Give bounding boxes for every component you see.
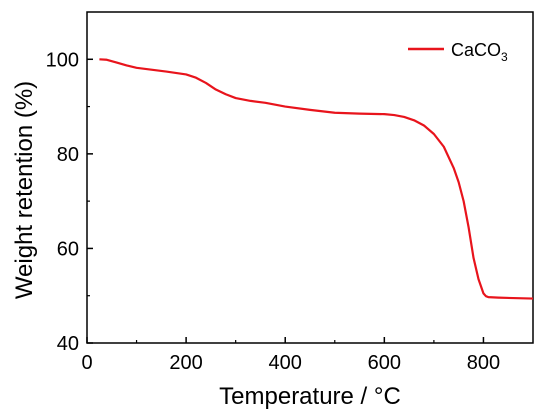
legend: CaCO3: [408, 40, 508, 64]
x-tick-label: 800: [467, 352, 500, 374]
legend-label: CaCO3: [451, 40, 508, 64]
y-tick-label: 80: [57, 144, 79, 166]
series-line-caco3: [99, 58, 534, 300]
y-tick-label: 100: [46, 49, 79, 71]
y-tick-label: 60: [57, 238, 79, 260]
x-axis-title: Temperature / °C: [219, 383, 401, 410]
y-tick-label: 40: [57, 333, 79, 355]
plot-frame: [86, 11, 534, 344]
x-tick-label: 600: [368, 352, 401, 374]
x-tick-label: 0: [81, 352, 92, 374]
x-tick-label: 400: [269, 352, 302, 374]
y-axis-title: Weight retention (%): [11, 81, 38, 299]
x-tick-label: 200: [169, 352, 202, 374]
